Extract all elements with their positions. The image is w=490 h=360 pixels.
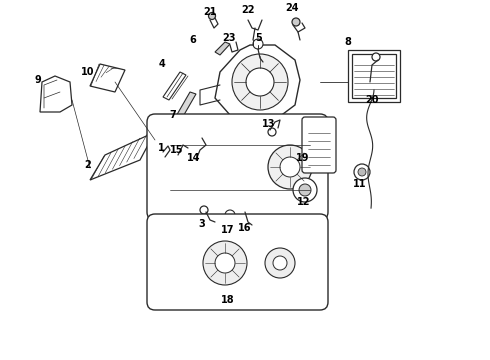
Circle shape — [246, 68, 274, 96]
Text: 22: 22 — [241, 5, 255, 15]
Text: 10: 10 — [81, 67, 95, 77]
Circle shape — [280, 157, 300, 177]
Polygon shape — [215, 45, 300, 122]
Circle shape — [273, 256, 287, 270]
Text: 14: 14 — [187, 153, 201, 163]
Circle shape — [358, 168, 366, 176]
Circle shape — [232, 54, 288, 110]
Circle shape — [200, 206, 208, 214]
Polygon shape — [163, 72, 186, 100]
Circle shape — [215, 253, 235, 273]
Text: 5: 5 — [256, 33, 262, 43]
Polygon shape — [90, 132, 155, 180]
Circle shape — [299, 184, 311, 196]
FancyBboxPatch shape — [302, 117, 336, 173]
Text: 1: 1 — [158, 143, 164, 153]
Text: 19: 19 — [296, 153, 310, 163]
Text: 21: 21 — [203, 7, 217, 17]
Text: 23: 23 — [222, 33, 236, 43]
Circle shape — [372, 53, 380, 61]
Text: 12: 12 — [297, 197, 311, 207]
Circle shape — [293, 178, 317, 202]
Text: 4: 4 — [159, 59, 166, 69]
Text: 15: 15 — [170, 145, 184, 155]
Polygon shape — [175, 92, 196, 120]
Circle shape — [292, 18, 300, 26]
Polygon shape — [90, 64, 125, 92]
Circle shape — [253, 39, 263, 49]
Text: 11: 11 — [353, 179, 367, 189]
Circle shape — [268, 128, 276, 136]
Circle shape — [265, 248, 295, 278]
Text: 18: 18 — [221, 295, 235, 305]
Polygon shape — [215, 42, 230, 55]
Text: 20: 20 — [365, 95, 379, 105]
Text: 8: 8 — [344, 37, 351, 47]
FancyBboxPatch shape — [147, 114, 328, 220]
Bar — [348, 50, 400, 102]
Circle shape — [225, 210, 235, 220]
Text: 16: 16 — [238, 223, 252, 233]
Text: 3: 3 — [198, 219, 205, 229]
Text: 7: 7 — [170, 110, 176, 120]
Text: 6: 6 — [190, 35, 196, 45]
Circle shape — [268, 145, 312, 189]
FancyBboxPatch shape — [147, 214, 328, 310]
Text: 13: 13 — [262, 119, 276, 129]
Text: 9: 9 — [35, 75, 41, 85]
Text: 2: 2 — [85, 160, 91, 170]
Bar — [352, 54, 396, 98]
Circle shape — [203, 241, 247, 285]
Text: 24: 24 — [285, 3, 299, 13]
Circle shape — [209, 13, 216, 19]
Circle shape — [354, 164, 370, 180]
Polygon shape — [40, 76, 72, 112]
Text: 17: 17 — [221, 225, 235, 235]
